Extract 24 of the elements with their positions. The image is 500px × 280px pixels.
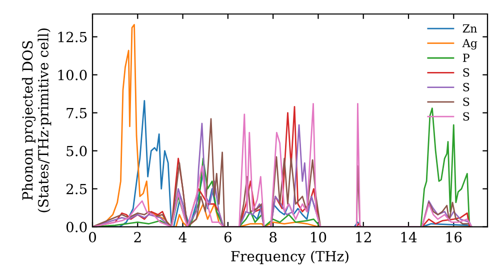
x-tick-label: 12 [356, 232, 371, 242]
x-tick-label: 6 [224, 232, 232, 242]
y-axis-title: Phonon projected DOS (States/THz·primitive cell) [22, 28, 52, 212]
x-tick-label: 8 [270, 232, 277, 242]
legend-label: Ag [462, 38, 478, 50]
x-tick-label: 14 [401, 232, 417, 242]
legend-label: Zn [462, 24, 477, 32]
legend-label: P [462, 54, 470, 62]
y-tick-label: 10.0 [58, 70, 87, 80]
y-tick-label: 7.5 [66, 108, 87, 118]
legend-label: S [463, 98, 470, 106]
legend-label: S [463, 82, 470, 92]
x-tick-label: 4 [178, 232, 187, 242]
x-axis-title: Frequency (THz) [231, 250, 348, 264]
y-tick-label: 12.5 [58, 32, 87, 42]
x-tick-label: 16 [446, 232, 462, 242]
x-tick-label: 0 [88, 232, 96, 242]
y-tick-label: 5.0 [66, 146, 87, 156]
y-tick-label: 0.0 [66, 222, 87, 232]
x-tick-label: 10 [311, 232, 326, 242]
legend-label: S [463, 68, 470, 77]
y-tick-label: 2.5 [66, 184, 87, 194]
x-tick-label: 2 [134, 232, 141, 242]
legend-label: S [463, 112, 470, 121]
